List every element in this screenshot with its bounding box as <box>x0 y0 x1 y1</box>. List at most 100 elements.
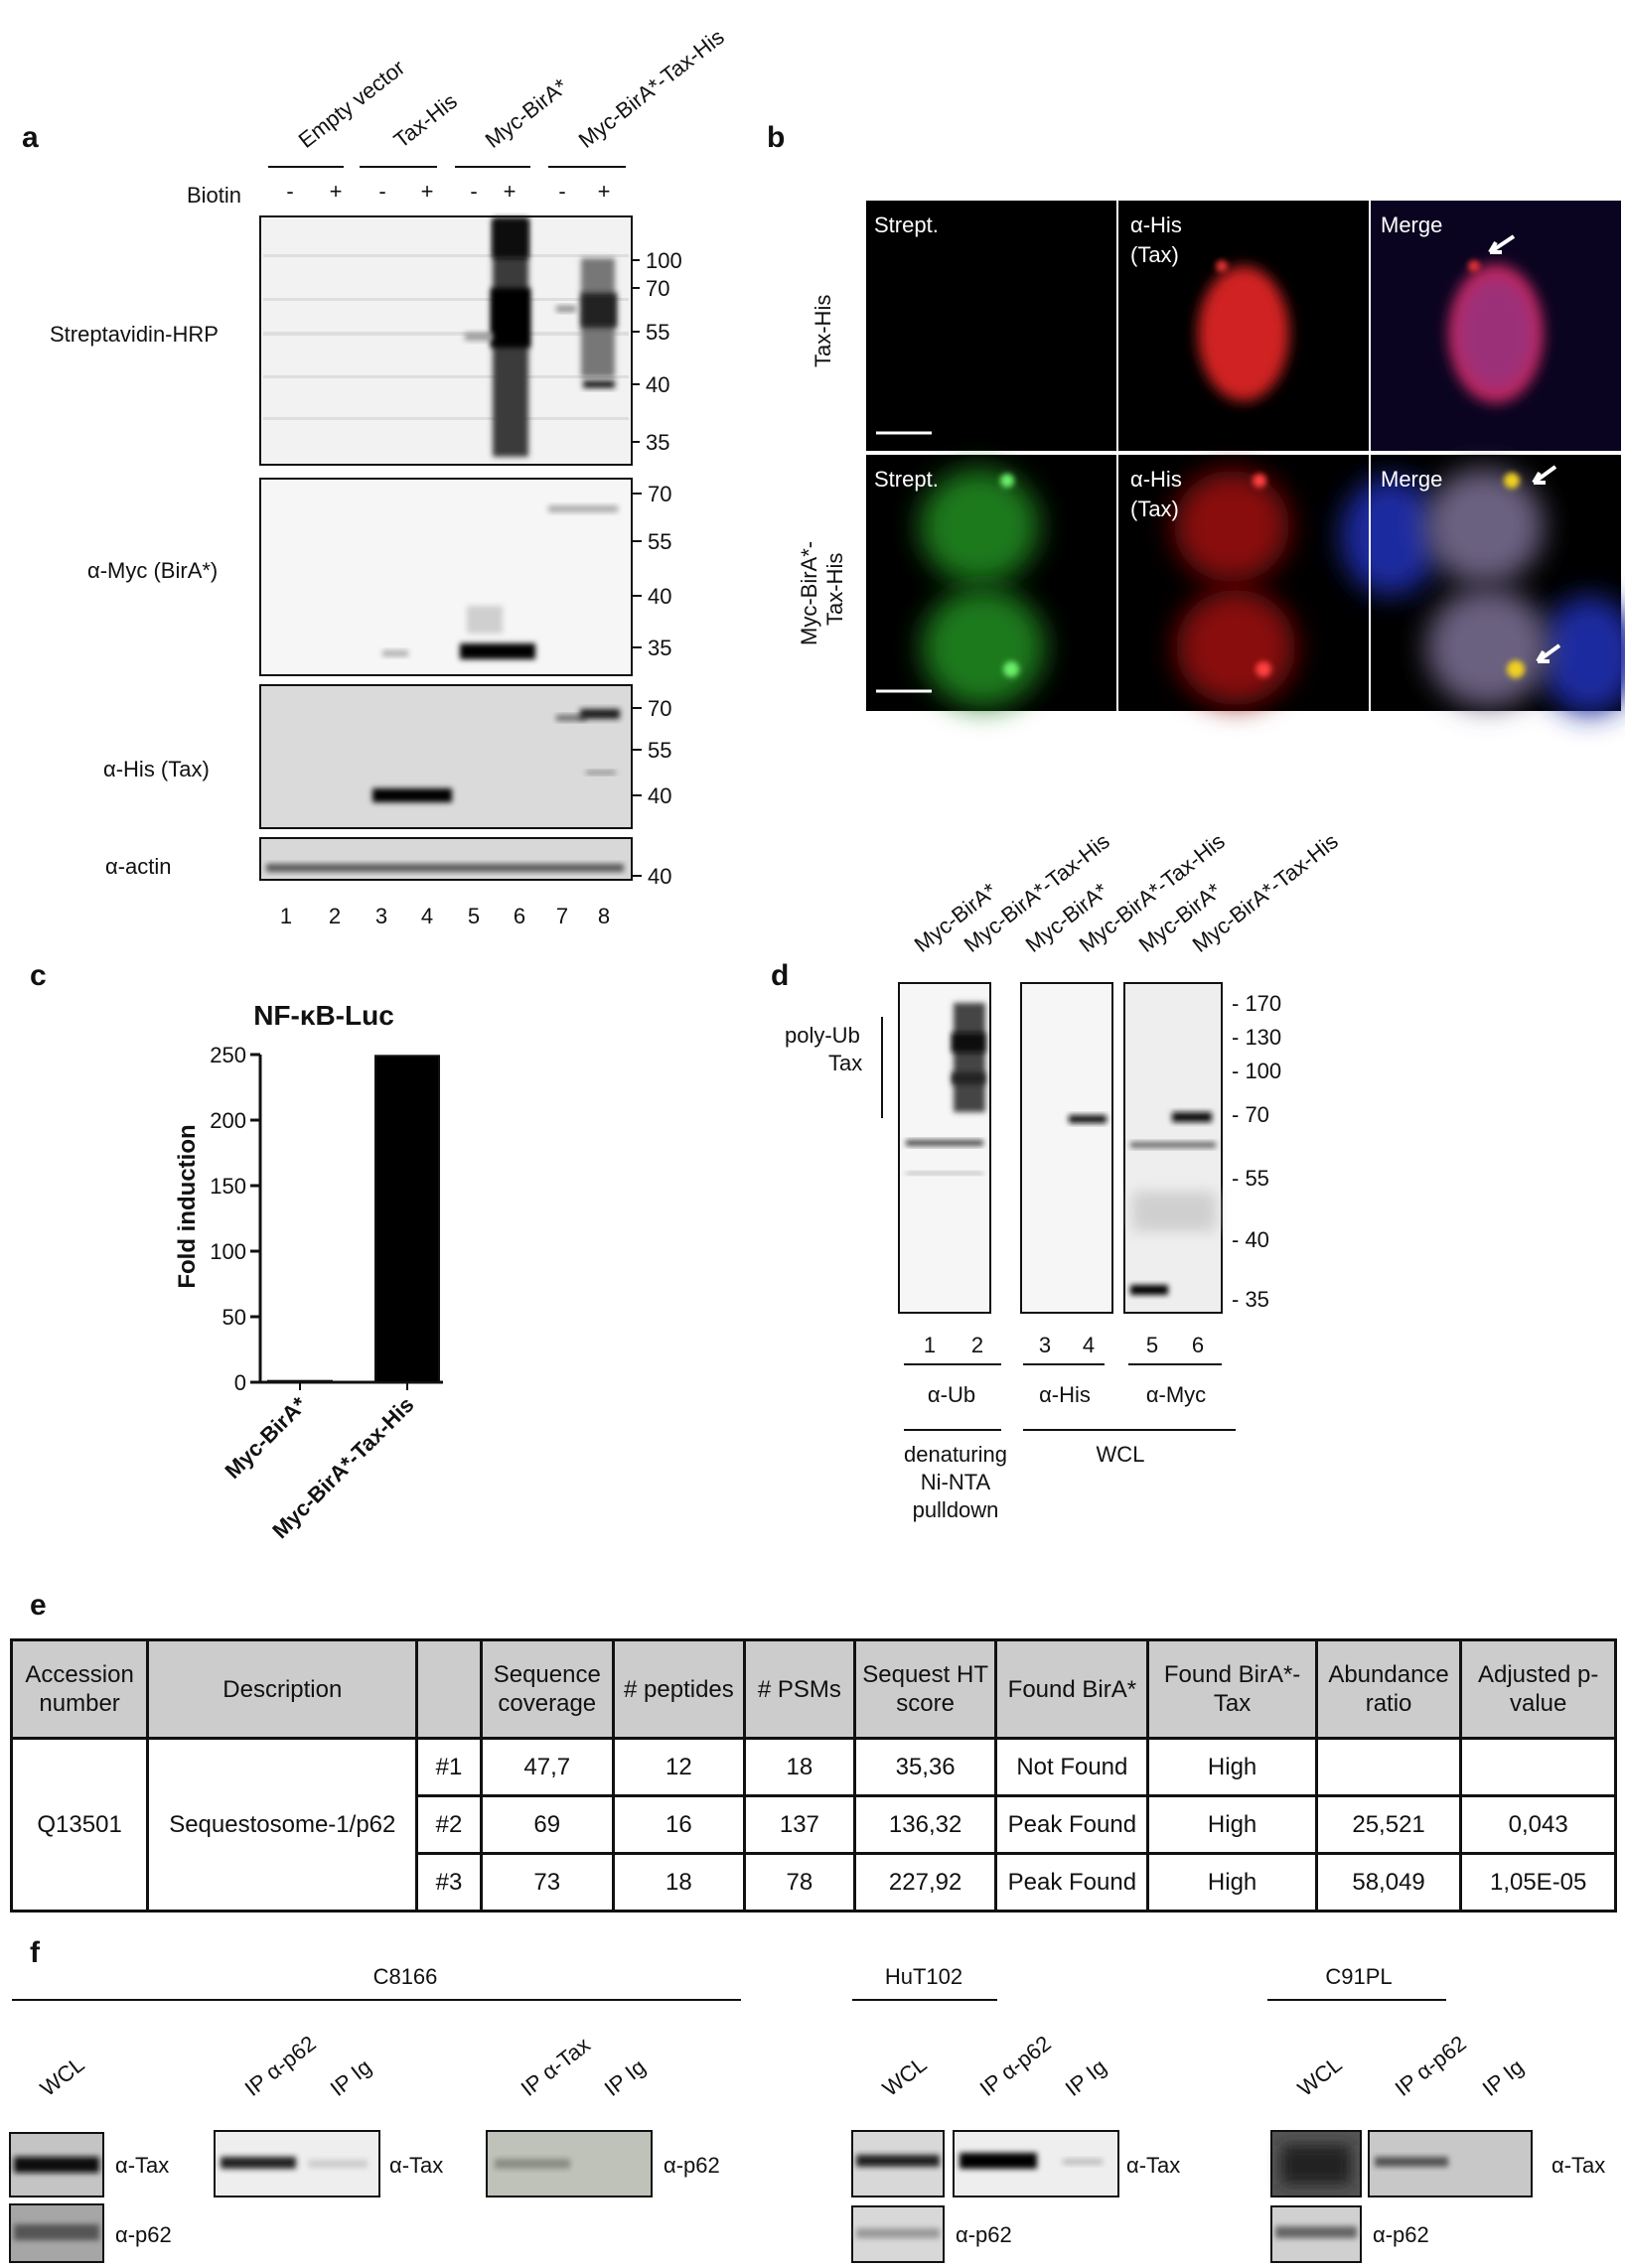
table-cell: #1 <box>415 1737 483 1797</box>
blot-f-c91pl-ip-p62 <box>1368 2130 1533 2197</box>
panel-d: d Myc-BirA* Myc-BirA*-Tax-His Myc-BirA* … <box>771 828 1343 1522</box>
mw-marker: - 40 <box>1232 1227 1269 1252</box>
panel-c: c NF-κB-Luc Fold induction 0 50 100 150 200 2… <box>30 959 443 1543</box>
panel-d-letter: d <box>771 959 789 992</box>
row-label-myc-bira-line1: Myc-BirA*- <box>797 541 821 645</box>
lane-number: 4 <box>421 904 433 928</box>
row-label-myc-bira-line2: Tax-His <box>822 553 847 626</box>
panel-a-letter: a <box>22 121 39 154</box>
blot-f-c8166-ip-tax <box>486 2130 653 2197</box>
pulldown-label: denaturing <box>904 1442 1007 1467</box>
mw-marker: 40 <box>648 584 671 609</box>
f-blot-label-p62: α-p62 <box>115 2222 172 2247</box>
arrow-icon <box>1536 643 1561 663</box>
col-header: Abundance ratio <box>1314 1638 1463 1740</box>
f-blot-label-tax: α-Tax <box>389 2153 443 2178</box>
table-cell: High <box>1146 1737 1318 1797</box>
f-lane-wcl: WCL <box>878 2052 932 2101</box>
table-cell: 1,05E-05 <box>1459 1852 1617 1913</box>
lane-number: 2 <box>329 904 341 928</box>
micrograph-row-myc-bira-tax-his <box>866 455 1625 715</box>
lane-number: 5 <box>468 904 480 928</box>
description-cell: Sequestosome-1/p62 <box>146 1737 419 1913</box>
arrow-icon <box>1532 465 1557 485</box>
mw-marker: - 100 <box>1232 1059 1281 1083</box>
chart-ylabel: Fold induction <box>174 1124 201 1288</box>
col-label-tax: (Tax) <box>1130 242 1179 267</box>
wcl-label: WCL <box>1097 1442 1145 1467</box>
col-header: # peptides <box>612 1638 746 1740</box>
col-label-merge: Merge <box>1381 213 1442 237</box>
f-lane-wcl: WCL <box>1293 2052 1347 2101</box>
mw-marker: 55 <box>646 320 669 345</box>
chart-plot-area: 050100150200250Myc-BirA*Myc-BirA*-Tax-Hi… <box>210 1043 443 1543</box>
f-lane-ip-ig: IP Ig <box>1478 2055 1529 2101</box>
table-cell: 78 <box>742 1852 856 1913</box>
blot-f-c8166-ip-p62 <box>214 2130 380 2197</box>
panel-f: f C8166 HuT102 C91PL WCL IP α-p62 IP Ig … <box>9 1936 1605 2263</box>
table-cell: 47,7 <box>479 1737 616 1797</box>
lane-number: 4 <box>1083 1333 1095 1357</box>
lane-number: 1 <box>924 1333 936 1357</box>
table-cell: 73 <box>479 1852 616 1913</box>
lane-number: 3 <box>375 904 387 928</box>
table-row: #3 73 18 78 227,92 Peak Found High 58,04… <box>12 1852 1617 1913</box>
biotin-sign: + <box>504 179 517 204</box>
col-label-tax: (Tax) <box>1130 496 1179 521</box>
lane-number: 7 <box>556 904 568 928</box>
f-lane-ip-p62: IP α-p62 <box>975 2031 1056 2101</box>
mw-marker: 70 <box>646 276 669 301</box>
table-cell: 25,521 <box>1314 1794 1463 1855</box>
mw-marker: 40 <box>646 372 669 397</box>
mw-marker: - 35 <box>1232 1287 1269 1312</box>
y-tick-label: 100 <box>210 1239 246 1264</box>
blot-label-actin: α-actin <box>105 854 172 879</box>
y-tick-label: 0 <box>234 1370 246 1395</box>
blot-f-c8166-wcl-p62 <box>9 2203 104 2263</box>
y-tick-label: 150 <box>210 1174 246 1199</box>
mw-marker: 55 <box>648 529 671 554</box>
mw-marker: 70 <box>648 696 671 721</box>
blot-label-streptavidin: Streptavidin-HRP <box>50 322 219 347</box>
lane-number: 1 <box>280 904 292 928</box>
mw-marker: - 170 <box>1232 991 1281 1016</box>
blot-streptavidin-hrp <box>259 215 633 466</box>
f-lane-ip-tax: IP α-Tax <box>517 2033 595 2101</box>
cell-line-label: C91PL <box>1325 1964 1392 1989</box>
table-cell: Peak Found <box>994 1852 1150 1913</box>
row-label-tax-his: Tax-His <box>811 295 835 367</box>
micrograph-strept-1 <box>866 201 1116 451</box>
bar <box>267 1379 333 1384</box>
col-label-strept: Strept. <box>874 467 939 492</box>
table-cell: 18 <box>742 1737 856 1797</box>
mw-marker: - 130 <box>1232 1025 1281 1050</box>
f-blot-label-p62: α-p62 <box>1373 2222 1429 2247</box>
header-myc-bira-tax-his: Myc-BirA*-Tax-His <box>574 24 729 153</box>
panel-c-letter: c <box>30 959 47 992</box>
cell-line-label: C8166 <box>373 1964 438 1989</box>
biotin-sign: + <box>330 179 343 204</box>
chart-title: NF-κB-Luc <box>253 1000 394 1031</box>
lane-numbers-d: 1 2 3 4 5 6 <box>924 1333 1204 1357</box>
mw-marker: 70 <box>648 482 671 506</box>
biotin-label: Biotin <box>187 183 241 208</box>
blot-d-ub <box>898 982 991 1314</box>
table-cell: 137 <box>742 1794 856 1855</box>
table-cell: 18 <box>612 1852 746 1913</box>
mw-marker: - 55 <box>1232 1166 1269 1191</box>
pulldown-label: pulldown <box>913 1497 999 1522</box>
mw-marker: 40 <box>648 864 671 889</box>
accession-cell: Q13501 <box>9 1737 150 1913</box>
table-cell: Peak Found <box>994 1794 1150 1855</box>
col-header <box>415 1638 483 1740</box>
cell-line-label: HuT102 <box>885 1964 962 1989</box>
col-header: Sequest HT score <box>852 1638 998 1740</box>
table-cell: 227,92 <box>852 1852 998 1913</box>
col-header: Found BirA*-Tax <box>1146 1638 1318 1740</box>
col-label-strept: Strept. <box>874 213 939 237</box>
antibody-label: α-Ub <box>928 1382 975 1407</box>
blot-his-tax <box>259 684 633 829</box>
biotin-signs: - + - + - + - + <box>286 179 610 204</box>
lane-number: 6 <box>1192 1333 1204 1357</box>
blot-myc-bira <box>259 478 633 676</box>
